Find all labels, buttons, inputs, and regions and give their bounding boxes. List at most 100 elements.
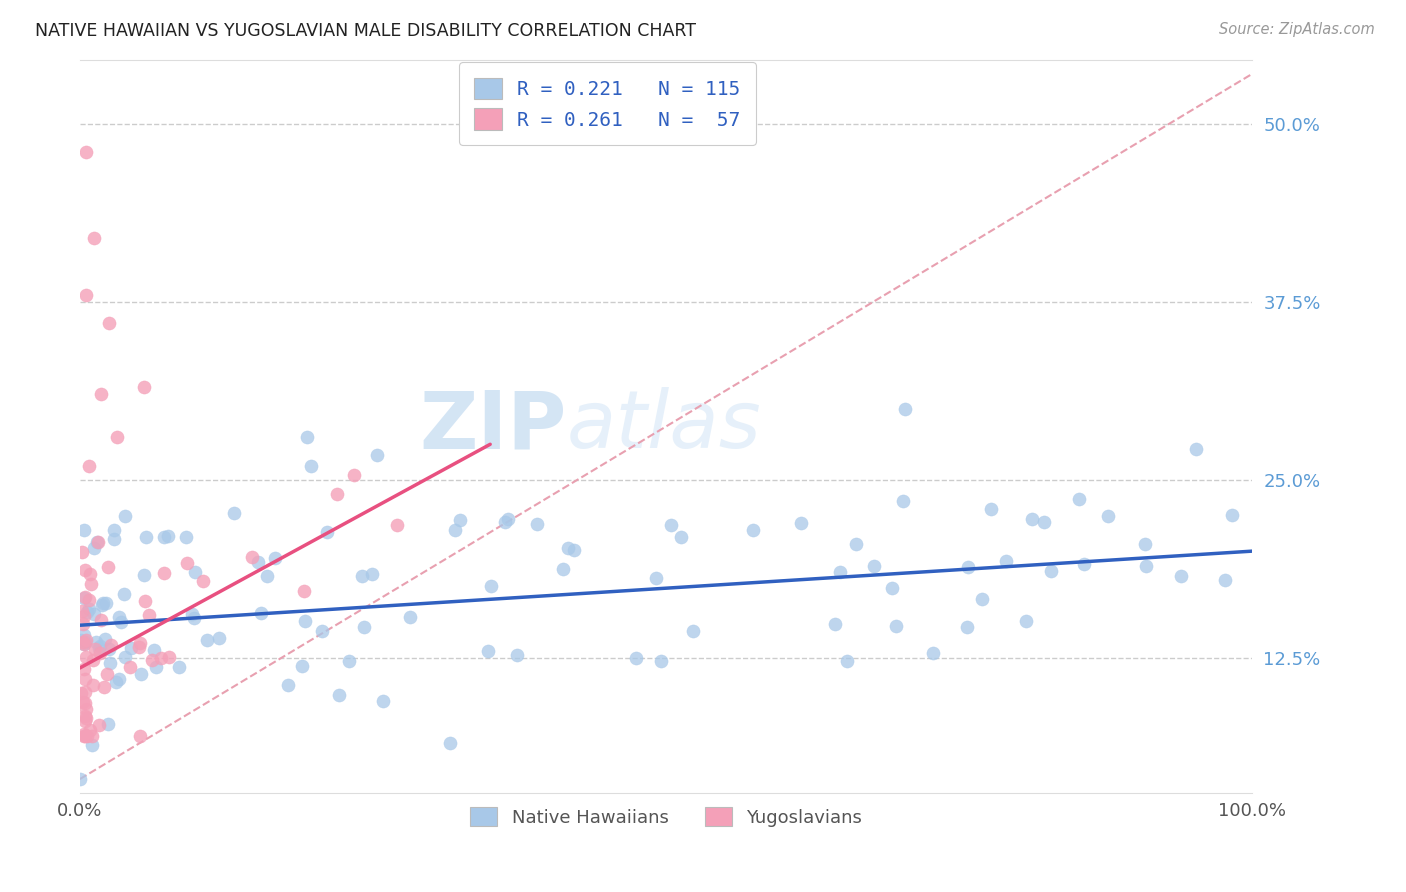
Text: ZIP: ZIP — [419, 387, 567, 466]
Point — [316, 524, 339, 539]
Point — [263, 550, 285, 565]
Point — [98, 641, 121, 656]
Point — [880, 581, 903, 595]
Point — [135, 530, 157, 544]
Point — [156, 529, 179, 543]
Point — [824, 616, 846, 631]
Point — [73, 563, 96, 577]
Point — [1033, 515, 1056, 529]
Point — [97, 716, 120, 731]
Point — [93, 681, 115, 695]
Point — [96, 667, 118, 681]
Point — [76, 605, 98, 619]
Point — [82, 739, 104, 753]
Point — [352, 569, 374, 583]
Point — [76, 730, 98, 744]
Point — [70, 633, 93, 648]
Point — [141, 653, 163, 667]
Point — [107, 672, 129, 686]
Point — [830, 565, 852, 579]
Point — [70, 545, 93, 559]
Point — [75, 650, 97, 665]
Point — [86, 535, 108, 549]
Point — [75, 701, 97, 715]
Point — [70, 604, 93, 618]
Point — [439, 737, 461, 751]
Point — [72, 523, 94, 537]
Point — [120, 660, 142, 674]
Point — [741, 523, 763, 537]
Point — [650, 654, 672, 668]
Point — [72, 617, 94, 632]
Point — [353, 620, 375, 634]
Point — [82, 678, 104, 692]
Point — [149, 650, 172, 665]
Point — [343, 467, 366, 482]
Point — [80, 730, 103, 744]
Point — [129, 636, 152, 650]
Point — [682, 624, 704, 639]
Point — [98, 656, 121, 670]
Point — [73, 730, 96, 744]
Point — [337, 654, 360, 668]
Point — [75, 711, 97, 725]
Point — [110, 615, 132, 630]
Point — [371, 694, 394, 708]
Point — [174, 530, 197, 544]
Point — [128, 640, 150, 654]
Text: NATIVE HAWAIIAN VS YUGOSLAVIAN MALE DISABILITY CORRELATION CHART: NATIVE HAWAIIAN VS YUGOSLAVIAN MALE DISA… — [35, 22, 696, 40]
Point — [980, 502, 1002, 516]
Point — [494, 516, 516, 530]
Point — [75, 287, 97, 301]
Point — [1040, 564, 1063, 578]
Point — [328, 688, 350, 702]
Point — [129, 730, 152, 744]
Point — [444, 523, 467, 537]
Point — [240, 550, 263, 565]
Point — [98, 316, 121, 330]
Point — [72, 635, 94, 649]
Point — [83, 230, 105, 244]
Point — [184, 565, 207, 579]
Point — [277, 678, 299, 692]
Point — [87, 535, 110, 549]
Point — [75, 145, 97, 160]
Point — [1069, 492, 1091, 507]
Point — [134, 568, 156, 582]
Text: atlas: atlas — [567, 387, 761, 466]
Point — [496, 512, 519, 526]
Point — [311, 624, 333, 639]
Point — [84, 641, 107, 656]
Point — [73, 684, 96, 698]
Point — [73, 635, 96, 649]
Point — [138, 607, 160, 622]
Point — [69, 686, 91, 700]
Point — [90, 387, 112, 401]
Point — [863, 559, 886, 574]
Point — [77, 602, 100, 616]
Point — [89, 640, 111, 655]
Point — [108, 609, 131, 624]
Point — [256, 569, 278, 583]
Point — [73, 730, 96, 744]
Point — [837, 654, 859, 668]
Point — [72, 695, 94, 709]
Point — [891, 493, 914, 508]
Point — [481, 579, 503, 593]
Point — [1021, 511, 1043, 525]
Point — [157, 649, 180, 664]
Point — [562, 543, 585, 558]
Point — [83, 541, 105, 555]
Point — [398, 609, 420, 624]
Point — [73, 609, 96, 624]
Point — [995, 554, 1018, 568]
Point — [73, 708, 96, 723]
Point — [87, 717, 110, 731]
Point — [91, 596, 114, 610]
Point — [1213, 573, 1236, 587]
Point — [1133, 537, 1156, 551]
Point — [134, 593, 156, 607]
Point — [134, 380, 156, 394]
Point — [506, 648, 529, 662]
Point — [73, 591, 96, 605]
